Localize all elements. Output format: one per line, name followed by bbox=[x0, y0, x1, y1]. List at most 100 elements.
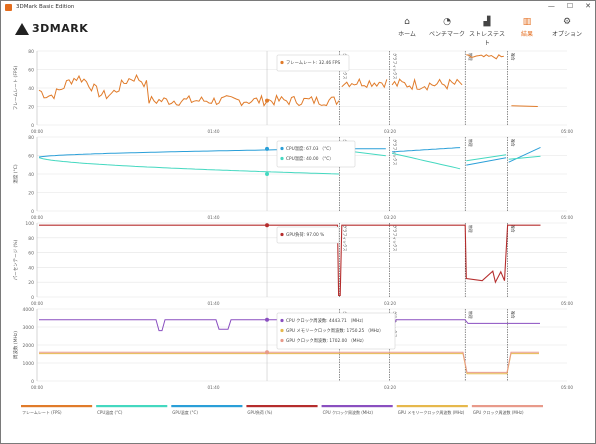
nav-label: 結果 bbox=[520, 31, 533, 38]
y-tick-label: 60 bbox=[28, 154, 34, 160]
home-icon: ⌂ bbox=[404, 17, 410, 27]
gpu-temp-line-4 bbox=[466, 157, 507, 166]
window-title: 3DMark Basic Edition bbox=[16, 4, 75, 10]
tooltip-dot bbox=[280, 60, 284, 65]
app-icon bbox=[5, 3, 12, 11]
y-tick-label: 40 bbox=[28, 86, 34, 92]
gauge-icon: ◔ bbox=[443, 17, 451, 27]
x-tick-label: 05:00 bbox=[561, 215, 573, 220]
nav-label: オプション bbox=[551, 31, 582, 38]
legend-label: GPU クロック周波数 (MHz) bbox=[473, 409, 524, 415]
y-tick-label: 0 bbox=[31, 295, 34, 301]
y-axis-label: 温度 (°C) bbox=[12, 164, 19, 184]
window-controls: — ☐ ✕ bbox=[548, 2, 591, 10]
minimize-icon[interactable]: — bbox=[547, 2, 555, 10]
nav-label: ベンチマーク bbox=[428, 31, 465, 38]
x-tick-label: 00:00 bbox=[31, 301, 43, 306]
tooltip-dot bbox=[280, 318, 284, 323]
phase-marker-label: 複合 bbox=[511, 53, 516, 61]
nav-item-4[interactable]: ⚙ オプション bbox=[547, 16, 587, 47]
y-tick-label: 0 bbox=[31, 123, 34, 129]
cursor-point bbox=[265, 172, 270, 176]
x-tick-label: 01:40 bbox=[207, 301, 219, 306]
y-tick-label: 40 bbox=[28, 265, 34, 271]
fps-line-5 bbox=[511, 105, 538, 107]
legend-label: GPU メモリークロック周波数 (MHz) bbox=[398, 409, 465, 415]
legend-swatch bbox=[171, 405, 243, 408]
maximize-icon[interactable]: ☐ bbox=[566, 2, 574, 10]
tooltip-text: フレームレート: 32.46 FPS bbox=[286, 60, 340, 66]
cpu-temp-line-1 bbox=[38, 157, 340, 175]
fps-line-3 bbox=[391, 77, 463, 91]
nav-item-0[interactable]: ⌂ ホーム bbox=[387, 16, 427, 47]
monitoring-panel: 80 60 40 20 0 フレームレート (FPS) 00:00 01:40 03:20 05:… bbox=[7, 45, 591, 441]
phase-marker-label: 複合 bbox=[511, 139, 516, 147]
fps-line-2 bbox=[341, 77, 388, 89]
phase-marker-label: グラフィックス bbox=[392, 139, 397, 166]
x-tick-label: 03:20 bbox=[384, 301, 396, 306]
main-nav: ⌂ ホーム ◔ ベンチマーク ▟ ストレステスト ▥ 結果 ⚙ オプション bbox=[387, 16, 587, 47]
cpu-temp-line-4 bbox=[466, 154, 507, 162]
y-tick-label: 100 bbox=[25, 221, 34, 227]
legend-swatch bbox=[471, 405, 543, 408]
y-tick-label: 60 bbox=[28, 251, 34, 257]
cursor-point bbox=[265, 350, 270, 355]
tooltip-text: GPU クロック周波数: 1702.00 （MHz） bbox=[286, 337, 366, 344]
phase-marker-label: グラフィックス bbox=[392, 53, 397, 80]
tooltip-box bbox=[276, 54, 350, 72]
y-tick-label: 4000 bbox=[23, 307, 35, 313]
y-tick-label: 0 bbox=[31, 379, 34, 385]
tooltip-box bbox=[276, 226, 340, 244]
phase-marker-label: 物理 bbox=[468, 225, 473, 233]
monitoring-charts: 80 60 40 20 0 フレームレート (FPS) 00:00 01:40 03:20 05:… bbox=[12, 49, 573, 415]
tooltip-text: GPU負荷: 97.00 % bbox=[286, 231, 324, 238]
tooltip-text: CPU クロック周波数: 4443.71 （MHz） bbox=[286, 317, 366, 324]
tooltip-dot bbox=[280, 232, 284, 237]
results-content: 80 60 40 20 0 フレームレート (FPS) 00:00 01:40 03:20 05:… bbox=[7, 45, 591, 441]
x-tick-label: 00:00 bbox=[31, 215, 43, 220]
y-axis-label: フレームレート (FPS) bbox=[13, 66, 19, 111]
fps-line-1 bbox=[38, 73, 340, 107]
x-tick-label: 01:40 bbox=[207, 385, 219, 390]
nav-item-2[interactable]: ▟ ストレステスト bbox=[467, 16, 507, 47]
y-tick-label: 20 bbox=[28, 280, 34, 286]
gpu-temp-line-5 bbox=[508, 146, 541, 163]
y-tick-label: 80 bbox=[28, 135, 34, 141]
phase-marker-label: 物理 bbox=[468, 311, 473, 319]
tooltip-text: GPU メモリークロック周波数: 1750.25 （MHz） bbox=[286, 327, 383, 334]
fps-line-4 bbox=[466, 54, 504, 60]
legend-label: CPU クロック周波数 (MHz) bbox=[323, 409, 374, 415]
cursor-point bbox=[265, 146, 270, 151]
y-tick-label: 2000 bbox=[23, 343, 35, 349]
close-icon[interactable]: ✕ bbox=[585, 2, 591, 10]
x-tick-label: 03:20 bbox=[384, 215, 396, 220]
nav-item-3[interactable]: ▥ 結果 bbox=[507, 16, 547, 47]
gpu-mem-clock-line bbox=[39, 353, 539, 375]
logo-text: 3DMARK bbox=[32, 22, 89, 35]
x-tick-label: 03:20 bbox=[384, 385, 396, 390]
gpu-load-line bbox=[39, 224, 541, 297]
x-tick-label: 01:40 bbox=[207, 215, 219, 220]
gpu-temp-line-3 bbox=[392, 147, 461, 153]
legend-swatch bbox=[246, 405, 318, 408]
x-tick-label: 00:00 bbox=[31, 385, 43, 390]
x-tick-label: 05:00 bbox=[561, 301, 573, 306]
legend-swatch bbox=[21, 405, 93, 408]
legend-label: GPU温度 (°C) bbox=[172, 409, 198, 415]
legend-label: CPU温度 (°C) bbox=[97, 409, 123, 415]
x-tick-label: 05:00 bbox=[561, 385, 573, 390]
tooltip-box bbox=[276, 312, 396, 350]
legend-swatch bbox=[321, 405, 393, 408]
y-axis-label: パーセンテージ (%) bbox=[13, 239, 19, 280]
nav-label: ホーム bbox=[398, 31, 416, 38]
cpu-temp-line-3 bbox=[391, 152, 461, 170]
y-axis-label: 周波数 (MHz) bbox=[12, 331, 19, 359]
tooltip-dot bbox=[280, 156, 284, 161]
cursor-point bbox=[265, 317, 270, 322]
app-header: 3DMARK ⌂ ホーム ◔ ベンチマーク ▟ ストレステスト ▥ 結果 ⚙ オプション bbox=[1, 13, 595, 47]
logo: 3DMARK bbox=[15, 22, 88, 35]
nav-item-1[interactable]: ◔ ベンチマーク bbox=[427, 16, 467, 47]
phase-marker-label: 複合 bbox=[511, 311, 516, 319]
legend-label: フレームレート (FPS) bbox=[22, 410, 62, 415]
